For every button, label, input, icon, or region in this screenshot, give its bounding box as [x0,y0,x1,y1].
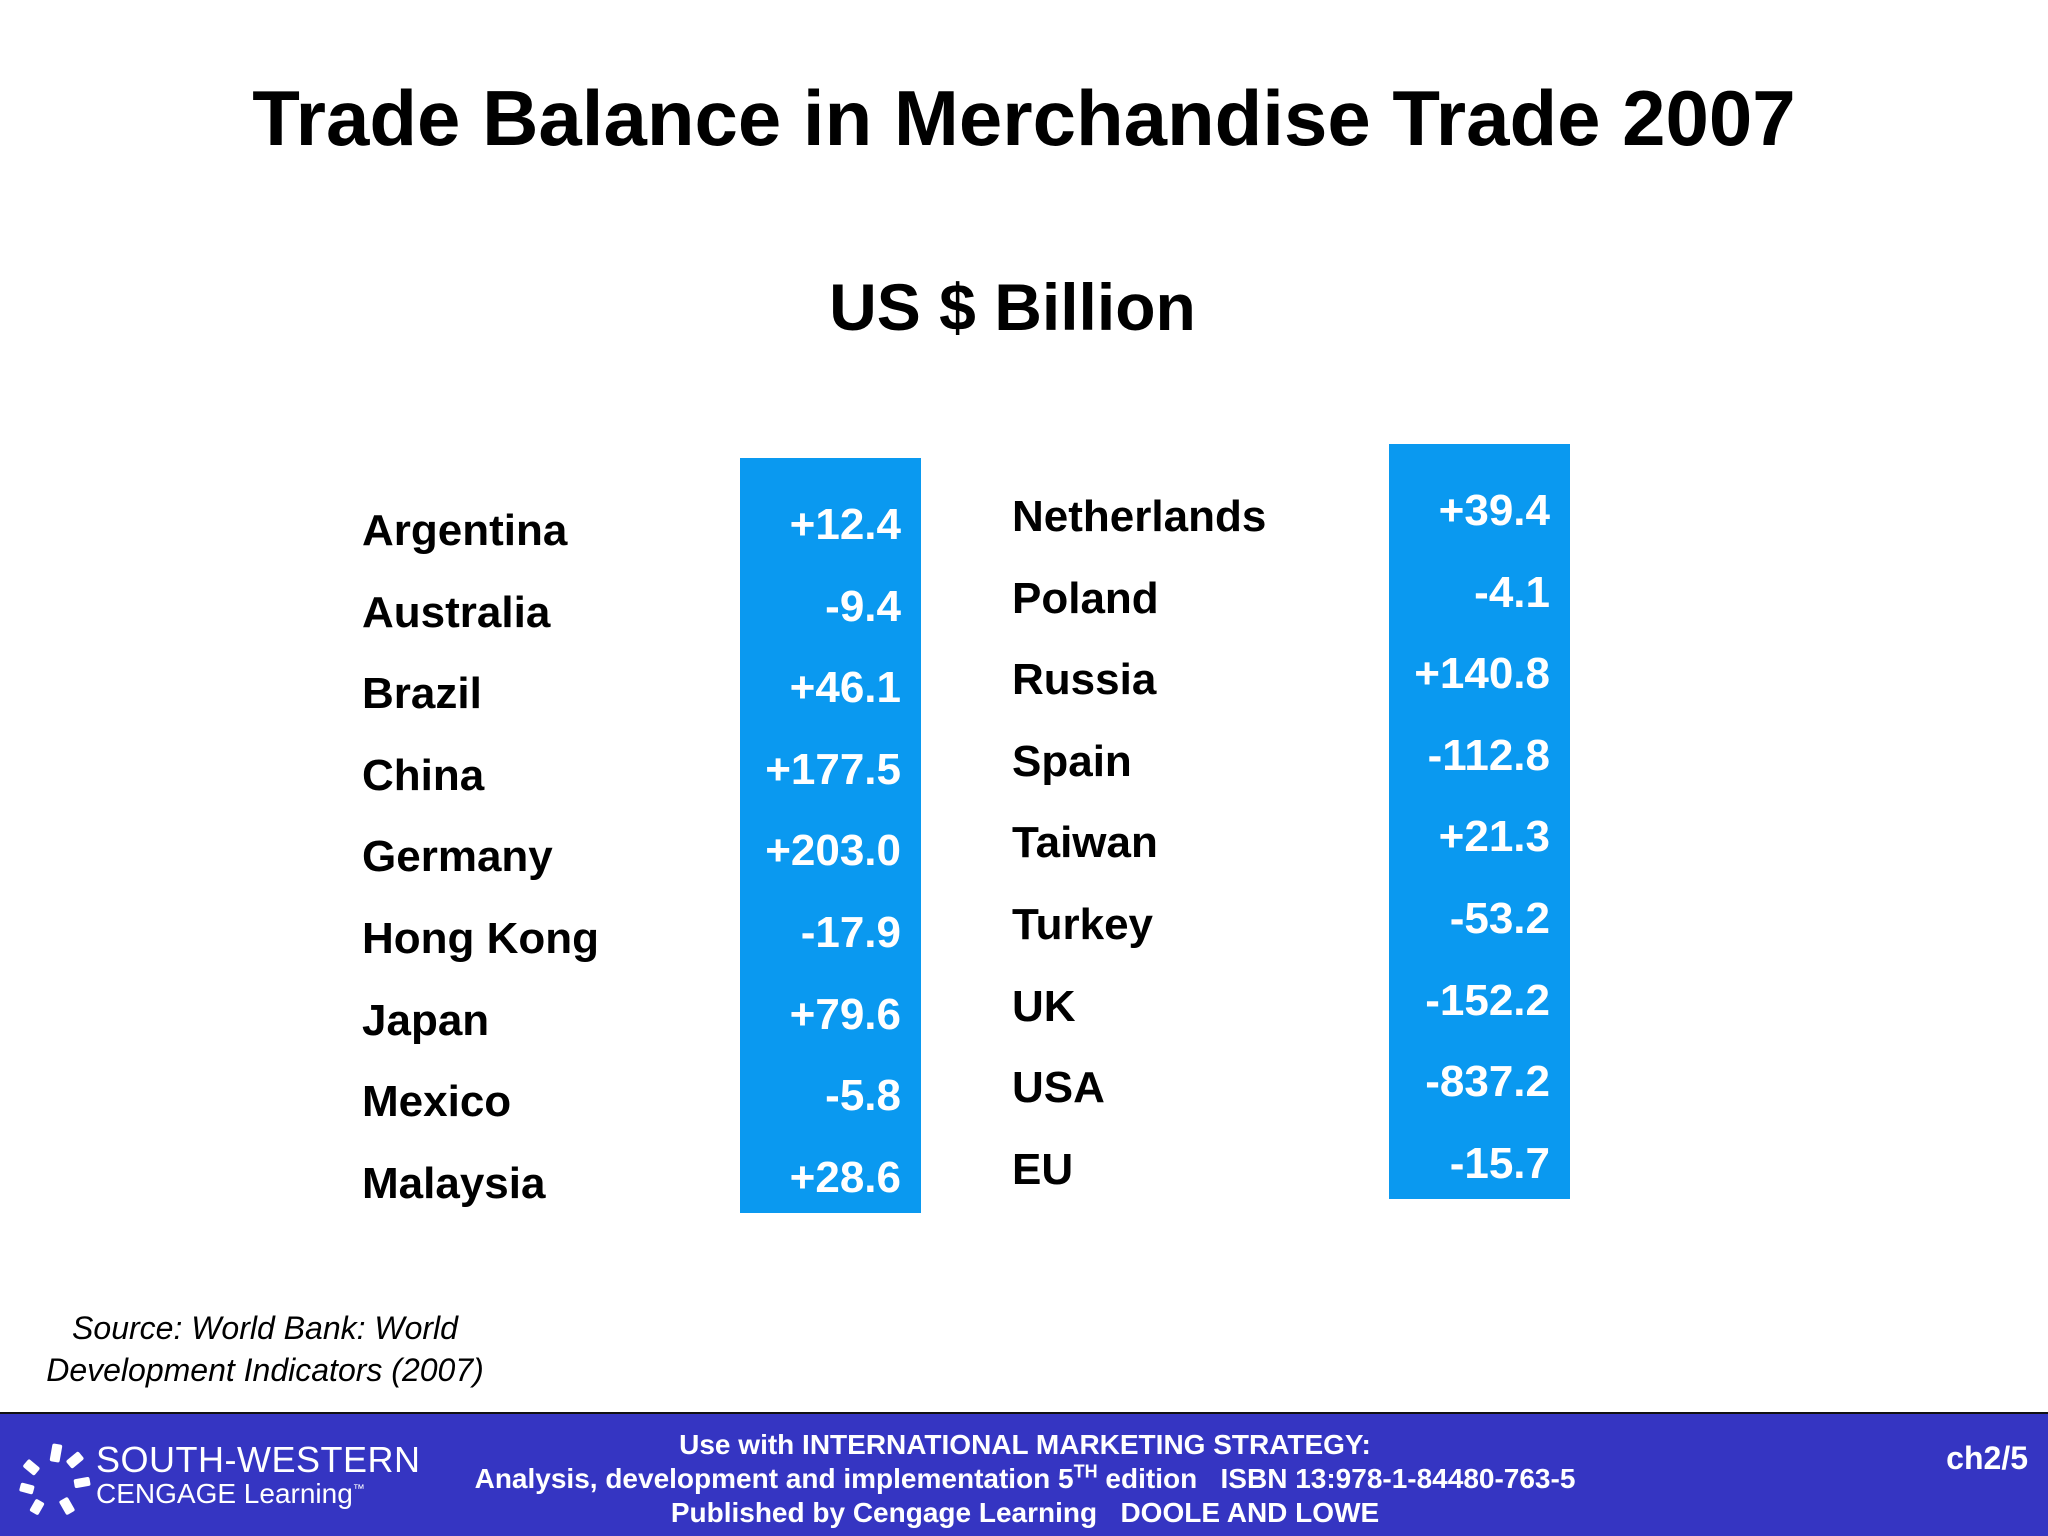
left-values-box [740,458,921,1213]
source-line-2: Development Indicators (2007) [46,1351,484,1388]
left-trade-value: +177.5 [765,744,901,794]
right-country-label: Netherlands [1012,492,1267,541]
left-trade-value: -17.9 [800,908,901,957]
right-trade-value: +21.3 [1438,812,1550,862]
left-country-label: Brazil [362,669,482,719]
right-trade-value: -837.2 [1425,1057,1550,1107]
right-trade-value: -53.2 [1449,894,1550,943]
left-trade-value: +203.0 [765,826,901,876]
right-country-label: Russia [1012,655,1157,705]
right-trade-value: -112.8 [1427,730,1550,780]
footer-text: Use with INTERNATIONAL MARKETING STRATEG… [430,1428,1620,1530]
right-country-label: USA [1012,1063,1105,1113]
left-country-label: China [362,750,485,800]
right-values-box [1389,444,1570,1199]
left-trade-value: +28.6 [789,1152,901,1202]
left-country-label: Mexico [362,1077,512,1127]
cengage-starburst-icon [19,1443,91,1515]
left-trade-value: +79.6 [789,989,901,1039]
right-trade-value: -15.7 [1449,1138,1550,1188]
left-trade-value: -9.4 [825,581,901,631]
footer-bar: SOUTH-WESTERN CENGAGE Learning™ Use with… [0,1412,2048,1536]
left-country-label: Japan [362,995,490,1045]
right-country-label: Turkey [1012,900,1154,949]
left-country-label: Malaysia [362,1158,546,1208]
brand-name: SOUTH-WESTERN [96,1439,421,1480]
footer-line-2: Analysis, development and implementation… [474,1461,1576,1494]
slide-subtitle: US $ Billion [829,270,1196,344]
source-line-1: Source: World Bank: World [72,1310,458,1346]
left-country-label: Germany [362,832,553,882]
slide-title: Trade Balance in Merchandise Trade 2007 [252,74,1796,162]
slide-number: ch2/5 [1946,1440,2028,1476]
right-trade-value: -152.2 [1425,975,1550,1025]
right-trade-value: +39.4 [1438,486,1550,535]
left-trade-value: -5.8 [825,1071,901,1121]
footer-line-3: Published by Cengage Learning DOOLE AND … [670,1497,1380,1528]
right-country-label: Taiwan [1012,818,1158,868]
right-trade-value: +140.8 [1414,649,1550,699]
right-country-label: EU [1012,1144,1074,1194]
source-note: Source: World Bank: World Development In… [20,1308,510,1391]
right-country-label: UK [1012,981,1076,1031]
left-country-label: Hong Kong [362,914,600,963]
left-country-label: Argentina [362,506,568,555]
left-trade-value: +12.4 [789,500,901,549]
footer-line-1: Use with INTERNATIONAL MARKETING STRATEG… [679,1429,1371,1460]
right-country-label: Spain [1012,736,1132,786]
right-trade-value: -4.1 [1474,567,1550,617]
left-country-label: Australia [362,587,551,637]
left-trade-value: +46.1 [789,663,901,713]
brand-subname: CENGAGE Learning™ [96,1478,365,1509]
right-country-label: Poland [1012,573,1159,623]
